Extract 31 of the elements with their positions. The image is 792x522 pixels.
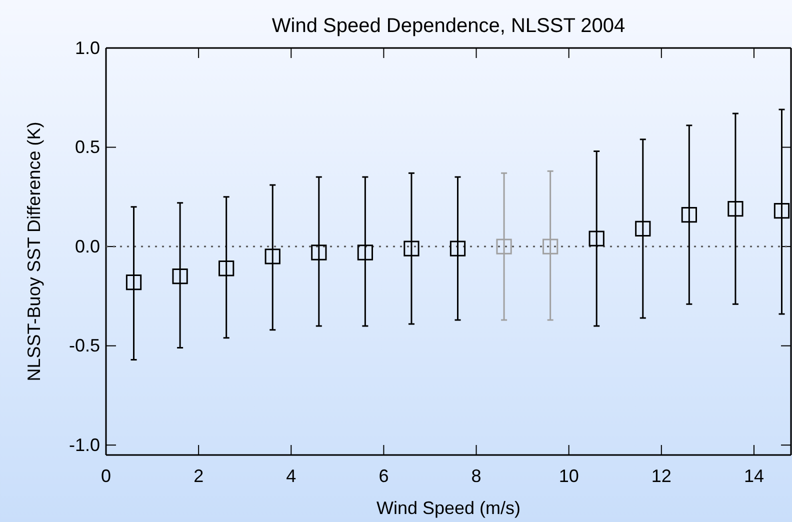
y-axis-title: NLSST-Buoy SST Difference (K): [24, 122, 44, 382]
y-tick-label: 0.0: [74, 236, 100, 256]
x-tick-label: 2: [194, 466, 204, 486]
x-tick-label: 4: [286, 466, 296, 486]
point: [311, 244, 327, 260]
point: [635, 220, 651, 236]
x-tick-label: 0: [100, 466, 112, 486]
point: [218, 260, 234, 276]
point: [172, 268, 188, 284]
point: [496, 238, 512, 254]
point: [542, 238, 558, 254]
point: [588, 230, 604, 246]
y-tick-label: -0.5: [68, 336, 100, 356]
y-tick-label: -1.0: [68, 434, 100, 455]
point: [126, 274, 142, 290]
x-tick-label: 10: [558, 466, 579, 486]
point: [264, 248, 280, 264]
x-tick-label: 14: [744, 466, 764, 486]
point: [357, 244, 374, 260]
y-tick-label: 1.0: [74, 38, 100, 58]
point: [774, 202, 790, 219]
chart-title: Wind Speed Dependence, NLSST 2004: [272, 15, 626, 37]
x-tick-label: 12: [651, 466, 672, 486]
x-tick-label: 6: [378, 466, 389, 486]
point: [728, 200, 744, 217]
x-tick-label: 8: [471, 466, 482, 486]
y-tick-label: 0.5: [74, 137, 100, 158]
point: [450, 240, 466, 256]
point: [404, 240, 420, 256]
point: [681, 206, 697, 223]
x-axis-title: Wind Speed (m/s): [376, 498, 521, 518]
